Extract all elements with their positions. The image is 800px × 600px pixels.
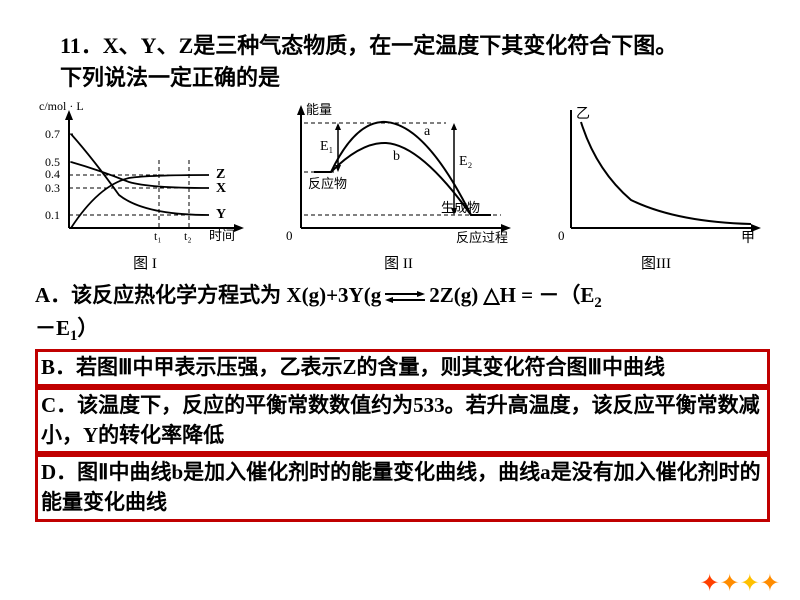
svg-text:0: 0 bbox=[286, 228, 293, 243]
svg-text:Y: Y bbox=[216, 207, 226, 222]
svg-text:Z: Z bbox=[216, 167, 225, 182]
footer-decoration: ✦✦✦✦ bbox=[700, 569, 780, 598]
option-d: D．图Ⅱ中曲线b是加入催化剂时的能量变化曲线，曲线a是没有加入催化剂时的能量变化… bbox=[35, 454, 770, 522]
svg-text:E₁: E₁ bbox=[320, 139, 333, 154]
option-b: B．若图Ⅲ中甲表示压强，乙表示Z的含量，则其变化符合图Ⅲ中曲线 bbox=[35, 349, 770, 387]
svg-text:生成物: 生成物 bbox=[441, 200, 480, 215]
curve-z bbox=[71, 175, 209, 228]
svg-text:a: a bbox=[424, 124, 431, 139]
option-a: A．该反应热化学方程式为 X(g)+3Y(g2Z(g) △H = －（E2－E1… bbox=[35, 281, 770, 347]
svg-text:t₁: t₁ bbox=[154, 229, 162, 243]
svg-text:0.7: 0.7 bbox=[45, 127, 60, 141]
svg-text:时间: 时间 bbox=[209, 228, 235, 243]
figure-1: c/mol · L 0.1 0.3 0.4 0.5 0.7 bbox=[39, 100, 251, 273]
svg-text:反应物: 反应物 bbox=[308, 176, 347, 191]
svg-text:甲: 甲 bbox=[741, 231, 755, 245]
svg-text:能量: 能量 bbox=[306, 102, 332, 117]
svg-text:b: b bbox=[393, 149, 400, 164]
fig2-caption: 图 II bbox=[276, 252, 521, 273]
fig1-caption: 图 I bbox=[39, 252, 251, 273]
svg-text:反应过程: 反应过程 bbox=[456, 230, 508, 245]
svg-text:0.3: 0.3 bbox=[45, 181, 60, 195]
fig3-caption: 图III bbox=[546, 252, 766, 273]
svg-text:t₂: t₂ bbox=[184, 229, 192, 243]
question-stem: 11．X、Y、Z是三种气态物质，在一定温度下其变化符合下图。 下列说法一定正确的… bbox=[35, 30, 770, 94]
svg-text:E₂: E₂ bbox=[459, 154, 473, 169]
svg-text:0.4: 0.4 bbox=[45, 167, 60, 181]
question-number: 11． bbox=[35, 33, 103, 58]
figures-row: c/mol · L 0.1 0.3 0.4 0.5 0.7 bbox=[35, 100, 770, 273]
figure-2: 能量 反应过程 0 E₁ E₂ a bbox=[276, 100, 521, 273]
option-c: C．该温度下，反应的平衡常数数值约为533。若升高温度，该反应平衡常数减小，Y的… bbox=[35, 387, 770, 455]
fig1-ylabel: c/mol · L bbox=[39, 100, 84, 113]
curve-decay bbox=[581, 122, 751, 224]
svg-text:0: 0 bbox=[558, 228, 565, 243]
options-block: A．该反应热化学方程式为 X(g)+3Y(g2Z(g) △H = －（E2－E1… bbox=[35, 281, 770, 522]
svg-text:X: X bbox=[216, 181, 226, 196]
svg-text:0.1: 0.1 bbox=[45, 208, 60, 222]
svg-text:乙: 乙 bbox=[576, 106, 590, 122]
figure-3: 乙 甲 0 图III bbox=[546, 100, 766, 273]
svg-text:0.5: 0.5 bbox=[45, 155, 60, 169]
equilibrium-arrow bbox=[381, 288, 429, 306]
